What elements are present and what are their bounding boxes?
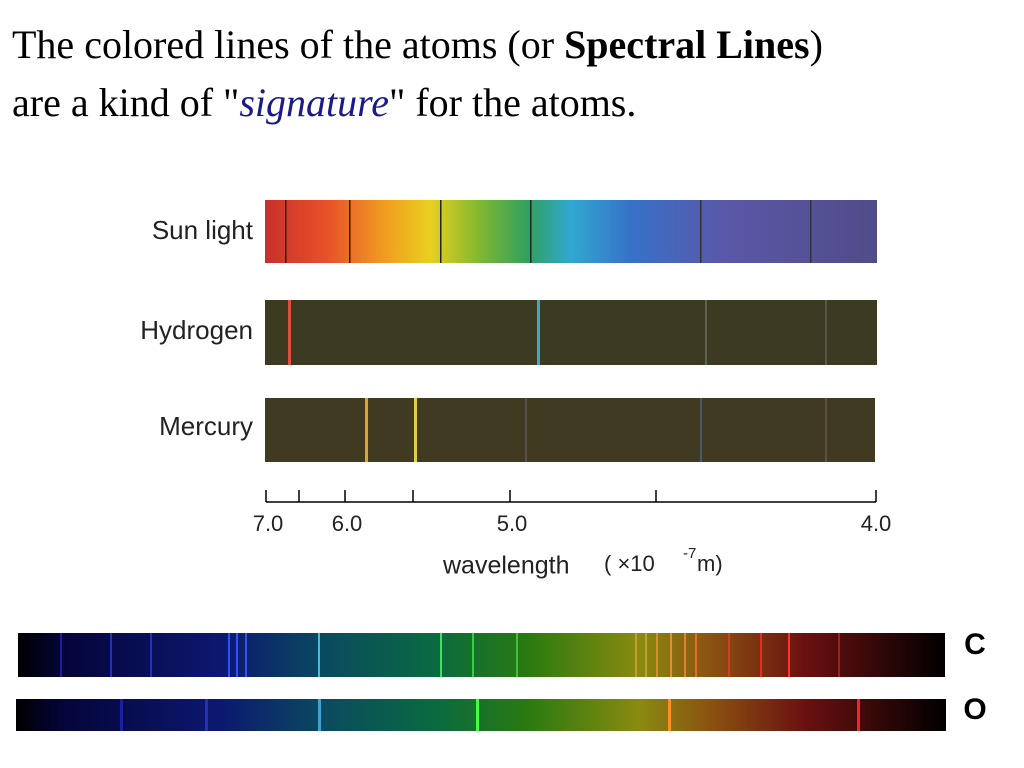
spectral-line: [684, 633, 686, 677]
spectrum-label: Sun light: [152, 215, 254, 245]
spectral-line: [365, 398, 368, 462]
spectral-line: [110, 633, 112, 677]
unit: m): [697, 551, 723, 576]
spectral-line: [537, 300, 540, 365]
spectral-line: [414, 398, 417, 462]
spectral-line: [440, 200, 442, 263]
spectral-line: [788, 633, 790, 677]
axis-tick-label: 5.0: [497, 511, 528, 536]
spectrum-label: Hydrogen: [140, 315, 253, 345]
spectral-line: [228, 633, 230, 677]
spectral-line: [645, 633, 647, 677]
unit: ( ×10: [604, 551, 655, 576]
spectral-line: [285, 200, 287, 263]
italic-text: signature: [239, 80, 389, 125]
mercury-band: [265, 398, 875, 462]
spectral-line: [349, 200, 351, 263]
element-label: O: [963, 693, 986, 726]
hydrogen-band: [265, 300, 877, 365]
spectral-line: [205, 699, 208, 731]
text: are a kind of ": [12, 80, 240, 125]
spectral-line: [476, 699, 479, 731]
spectral-line: [857, 699, 860, 731]
spectral-line: [635, 633, 637, 677]
text: ): [809, 22, 823, 67]
spectral-line: [700, 200, 702, 263]
element-label: C: [964, 628, 986, 661]
spectral-line: [472, 633, 474, 677]
spectral-line: [656, 633, 658, 677]
axis-tick-label: 4.0: [861, 511, 892, 536]
bold-text: Spectral Lines: [564, 22, 810, 67]
spectral-line: [728, 633, 730, 677]
spectral-line: [236, 633, 238, 677]
text: " for the atoms.: [388, 80, 637, 125]
spectral-line: [60, 633, 62, 677]
spectral-line: [120, 699, 123, 731]
carbon-band: [18, 633, 945, 677]
spectral-line: [150, 633, 152, 677]
spectral-line: [810, 200, 812, 263]
axis-label: wavelength: [442, 552, 569, 580]
spectral-line: [705, 300, 707, 365]
spectral-line: [245, 633, 247, 677]
axis-tick-label: 6.0: [332, 511, 363, 536]
spectral-line: [525, 398, 527, 462]
spectral-line: [838, 633, 840, 677]
spectral-line: [825, 398, 827, 462]
title-line: The colored lines of the atoms (or Spect…: [12, 16, 823, 74]
sun-band: [265, 200, 877, 263]
spectral-line: [668, 699, 671, 731]
spectral-line: [670, 633, 672, 677]
spectral-line: [530, 200, 532, 263]
title-line: are a kind of "signature" for the atoms.: [12, 74, 823, 132]
spectral-line: [318, 699, 321, 731]
spectral-line: [695, 633, 697, 677]
unit-exponent: -7: [683, 545, 696, 562]
spectral-line: [825, 300, 827, 365]
spectral-line: [440, 633, 442, 677]
spectrum-label: Mercury: [159, 411, 253, 441]
spectral-line: [516, 633, 518, 677]
text: The colored lines of the atoms (or: [12, 22, 565, 67]
title: The colored lines of the atoms (or Spect…: [12, 16, 823, 132]
spectral-line: [700, 398, 702, 462]
oxygen-band: [16, 699, 946, 731]
axis-tick-label: 7.0: [253, 511, 284, 536]
spectral-line: [318, 633, 320, 677]
spectral-line: [288, 300, 291, 365]
spectral-line: [760, 633, 762, 677]
